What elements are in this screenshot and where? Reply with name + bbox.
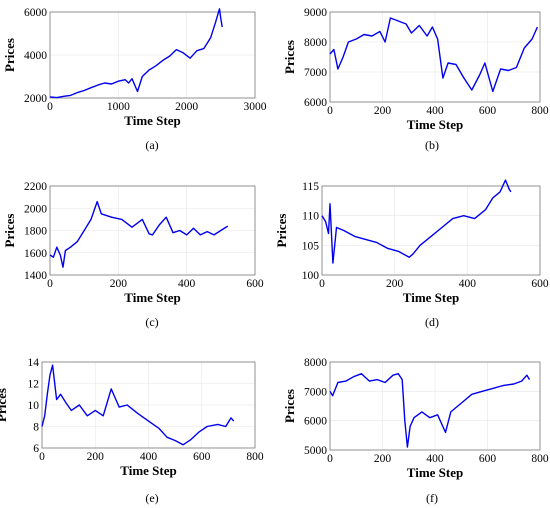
panel-caption: (a) (145, 138, 158, 152)
plot-frame (49, 185, 256, 276)
panel-caption: (d) (425, 315, 439, 329)
panel-caption: (f) (426, 491, 438, 505)
x-tick-label: 400 (459, 278, 477, 290)
x-tick-label: 2000 (175, 101, 198, 113)
x-tick-label: 600 (479, 105, 497, 117)
x-tick-label: 600 (531, 278, 549, 290)
x-axis-label: Time Step (403, 290, 459, 305)
chart-panel-c: 0 200 400 600 1400 1600 1800 2000 2200 Time Step P… (2, 181, 264, 329)
panel-caption: (c) (145, 315, 158, 329)
x-tick-label: 200 (386, 278, 404, 290)
y-tick-label: 6000 (24, 7, 47, 19)
y-tick-label: 10 (28, 400, 40, 412)
plot-frame (41, 361, 256, 449)
x-tick-label: 800 (246, 451, 264, 463)
y-tick-label: 8000 (304, 37, 327, 49)
plot-frame (329, 361, 541, 451)
y-tick-label: 6000 (304, 97, 327, 109)
price-series-line (49, 200, 229, 268)
panel-caption: (b) (425, 138, 439, 152)
plot-frame (321, 185, 541, 276)
x-tick-label: 200 (87, 451, 105, 463)
y-axis-label: Prices (2, 214, 17, 248)
y-tick-label: 1400 (24, 270, 47, 282)
y-tick-label: 12 (28, 379, 40, 391)
x-tick-label: 0 (47, 101, 53, 113)
y-tick-label: 2200 (24, 181, 47, 193)
x-tick-label: 400 (426, 453, 444, 465)
chart-panel-b: 0 200 400 600 800 6000 7000 8000 9000 Time Step Pr… (282, 7, 549, 152)
y-tick-label: 8 (33, 422, 39, 434)
chart-panel-d: 0 200 400 600 100 105 110 115 Time Step Prices (d) (274, 179, 549, 329)
price-series-line (321, 179, 512, 264)
x-tick-label: 800 (531, 105, 549, 117)
y-tick-label: 1600 (24, 248, 47, 260)
x-axis-label: Time Step (124, 113, 180, 128)
chart-panel-f: 0 200 400 600 800 5000 6000 7000 8000 Time Step Pr… (282, 357, 549, 505)
chart-panel-a: 0 1000 2000 3000 2000 4000 6000 Time Step Prices… (2, 7, 267, 152)
y-tick-label: 5000 (304, 445, 327, 457)
y-tick-label: 2000 (24, 203, 47, 215)
y-tick-label: 14 (28, 357, 40, 369)
x-tick-label: 600 (246, 278, 264, 290)
price-series-line (329, 17, 539, 93)
x-tick-label: 600 (479, 453, 497, 465)
x-tick-label: 200 (374, 105, 392, 117)
x-tick-label: 3000 (244, 101, 267, 113)
x-tick-label: 800 (531, 453, 549, 465)
x-tick-label: 400 (178, 278, 196, 290)
x-axis-label: Time Step (407, 117, 463, 132)
price-series-line (41, 364, 235, 446)
x-axis-label: Time Step (407, 465, 463, 480)
y-tick-label: 105 (302, 240, 320, 252)
x-tick-label: 600 (193, 451, 211, 463)
y-tick-label: 2000 (24, 93, 47, 105)
y-axis-label: Prices (2, 38, 17, 72)
x-axis-label: Time Step (120, 463, 176, 478)
x-tick-label: 0 (47, 278, 53, 290)
y-tick-label: 100 (302, 270, 320, 282)
x-tick-label: 0 (327, 105, 333, 117)
y-tick-label: 7000 (304, 67, 327, 79)
x-axis-label: Time Step (124, 290, 180, 305)
x-tick-label: 1000 (107, 101, 130, 113)
x-tick-label: 200 (374, 453, 392, 465)
y-axis-label: Prices (0, 388, 9, 422)
y-tick-label: 6000 (304, 416, 327, 428)
x-tick-label: 0 (319, 278, 325, 290)
y-tick-label: 4000 (24, 50, 47, 62)
x-tick-label: 0 (39, 451, 45, 463)
price-series-line (49, 8, 223, 99)
x-tick-label: 400 (426, 105, 444, 117)
x-tick-label: 0 (327, 453, 333, 465)
chart-panel-e: 0 200 400 600 800 6 8 10 12 14 Time Step Prices (e) (0, 357, 264, 505)
y-tick-label: 6 (33, 443, 39, 455)
y-axis-label: Prices (274, 214, 289, 248)
y-tick-label: 110 (302, 211, 319, 223)
plot-frame (49, 11, 256, 99)
y-tick-label: 9000 (304, 7, 327, 19)
plot-frame (329, 11, 541, 103)
y-tick-label: 8000 (304, 357, 327, 369)
price-series-line (329, 373, 531, 448)
y-axis-label: Prices (282, 40, 297, 74)
y-axis-label: Prices (282, 389, 297, 423)
y-tick-label: 7000 (304, 386, 327, 398)
y-tick-label: 115 (302, 181, 319, 193)
x-tick-label: 400 (140, 451, 158, 463)
y-tick-label: 1800 (24, 226, 47, 238)
x-tick-label: 200 (110, 278, 128, 290)
panel-caption: (e) (145, 491, 158, 505)
